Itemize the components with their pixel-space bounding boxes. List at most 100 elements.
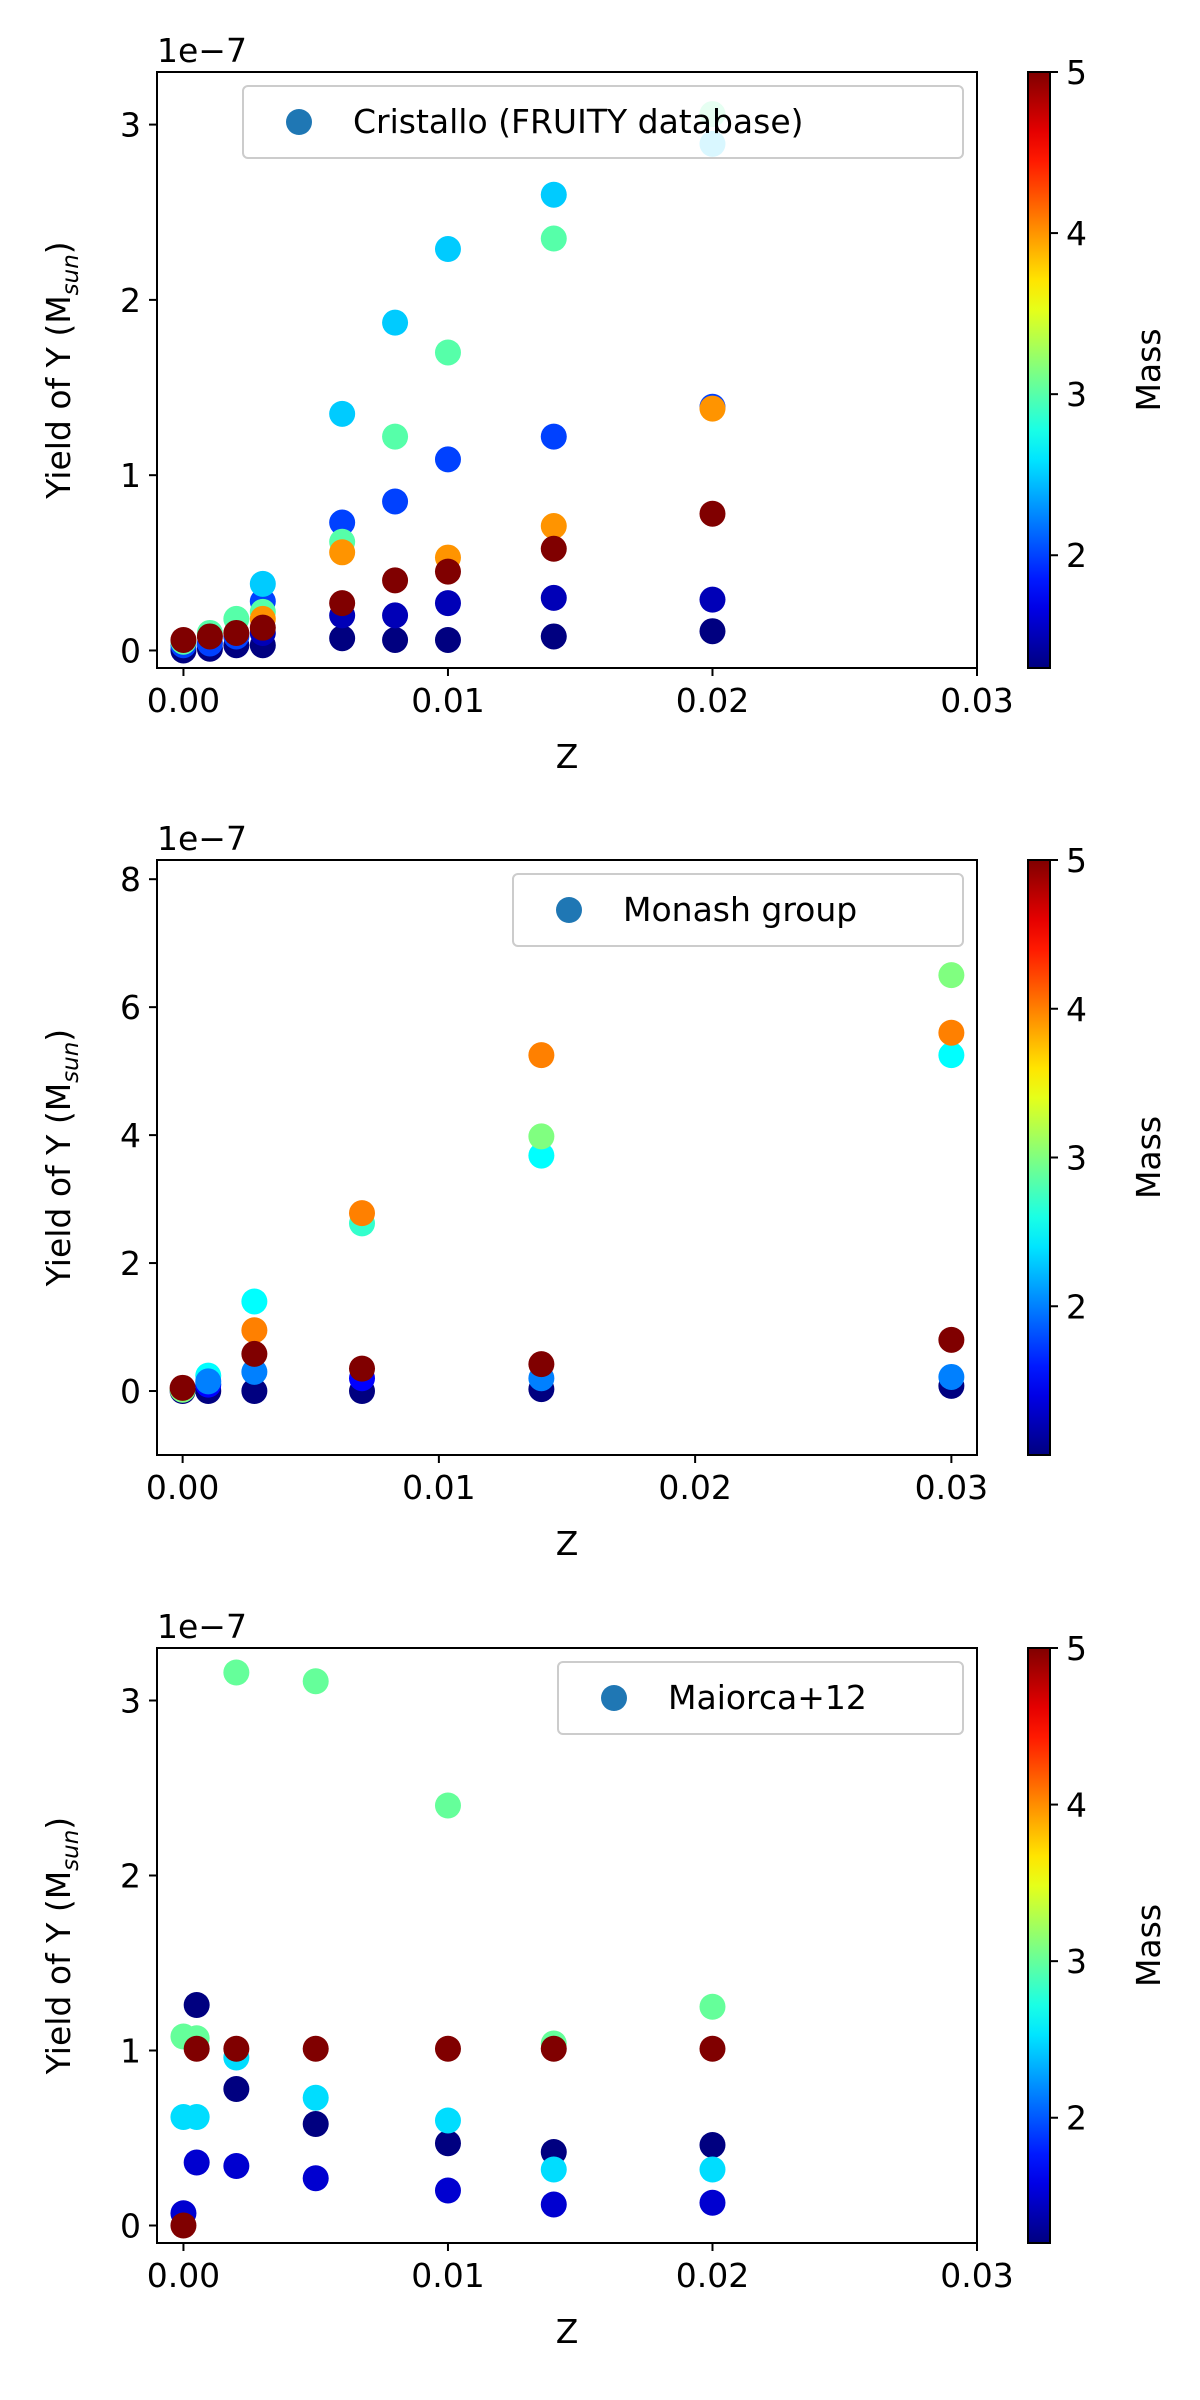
scatter-points: [170, 1659, 726, 2239]
plot-frame: [156, 1647, 978, 2244]
scatter-point: [699, 2156, 726, 2183]
scatter-point: [434, 2177, 461, 2204]
scatter-point: [540, 423, 567, 450]
scatter-point: [249, 614, 276, 641]
y-tick-label: 3: [120, 1682, 141, 1721]
scatter-point: [223, 2153, 250, 2179]
y-offset-label: 1e−7: [157, 1607, 247, 1646]
scatter-point: [938, 1019, 965, 1046]
plot-frame: [156, 71, 978, 669]
y-tick-label: 0: [120, 1372, 141, 1411]
scatter-point: [195, 1368, 222, 1395]
scatter-point: [249, 570, 276, 597]
scatter-point: [223, 2076, 250, 2102]
x-tick-label: 0.03: [915, 1468, 988, 1507]
scatter-point: [540, 623, 567, 650]
x-axis-label: Z: [556, 737, 579, 776]
x-tick-label: 0.00: [147, 2256, 220, 2295]
legend-label: Cristallo (FRUITY database): [353, 102, 804, 141]
legend-label: Monash group: [623, 890, 857, 929]
scatter-point: [528, 1042, 555, 1069]
scatter-point: [434, 339, 461, 366]
colorbar-tick-label: 4: [1066, 214, 1087, 253]
scatter-points: [170, 101, 726, 664]
x-tick-label: 0.02: [676, 681, 749, 720]
scatter-point: [540, 2191, 567, 2218]
colorbar-tick-label: 3: [1066, 1139, 1087, 1178]
colorbar-label: Mass: [1129, 1116, 1168, 1199]
legend: Monash group: [512, 873, 964, 947]
y-axis-label-close: ): [39, 1817, 78, 1830]
scatter-point: [938, 1363, 965, 1390]
y-tick-label: 0: [120, 631, 141, 670]
scatter-point: [183, 2149, 210, 2176]
scatter-point: [699, 586, 726, 613]
legend-box: [557, 1661, 964, 1735]
y-tick-label: 8: [120, 860, 141, 899]
scatter-point: [382, 309, 409, 336]
scatter-point: [540, 2035, 567, 2062]
scatter-point: [434, 1792, 461, 1819]
scatter-point: [382, 567, 409, 594]
scatter-point: [302, 2111, 329, 2137]
scatter-point: [434, 626, 461, 653]
colorbar-tick-label: 4: [1066, 1786, 1087, 1825]
y-tick-label: 2: [120, 281, 141, 320]
scatter-point: [699, 500, 726, 527]
scatter-point: [434, 2107, 461, 2134]
y-tick-label: 6: [120, 988, 141, 1027]
plot-frame: [156, 859, 978, 1456]
scatter-points: [169, 962, 965, 1405]
scatter-point: [434, 236, 461, 263]
x-tick-label: 0.02: [658, 1468, 731, 1507]
scatter-point: [528, 1123, 555, 1150]
scatter-point: [540, 584, 567, 611]
y-tick-label: 1: [120, 456, 141, 495]
scatter-point: [938, 962, 965, 989]
scatter-point: [434, 558, 461, 585]
colorbar-tick-label: 4: [1066, 990, 1087, 1029]
colorbar: 2 3 4 5 Mass: [1027, 53, 1168, 669]
y-axis-label-close: ): [39, 241, 78, 254]
scatter-point: [528, 1142, 555, 1169]
x-tick-label: 0.02: [676, 2256, 749, 2295]
scatter-point: [169, 1374, 196, 1401]
legend-marker: [601, 1685, 627, 1711]
x-tick-label: 0.01: [402, 1468, 475, 1507]
legend-marker: [286, 109, 312, 135]
scatter-point: [699, 395, 726, 422]
scatter-point: [241, 1358, 268, 1385]
legend-box: [242, 85, 964, 159]
colorbar-gradient: [1027, 1647, 1051, 2244]
scatter-point: [540, 225, 567, 252]
y-tick-label: 1: [120, 2032, 141, 2071]
scatter-point: [329, 539, 356, 566]
scatter-point: [196, 623, 223, 650]
x-tick-label: 0.03: [940, 2256, 1013, 2295]
y-offset-label: 1e−7: [157, 819, 247, 858]
colorbar-tick-label: 5: [1066, 53, 1087, 92]
scatter-point: [302, 2035, 329, 2062]
legend: Cristallo (FRUITY database): [242, 85, 964, 159]
legend-marker: [556, 897, 582, 923]
panel-2: 0.00 0.01 0.02 0.03 0 2 4 6 8 1e−7 Z Yield of Y (Ms…: [39, 819, 1168, 1563]
scatter-point: [241, 1317, 268, 1344]
scatter-point: [540, 513, 567, 540]
colorbar-tick-label: 2: [1066, 2099, 1087, 2138]
y-axis-label-main: Yield of Y (M: [39, 1871, 78, 2075]
colorbar-tick-label: 3: [1066, 375, 1087, 414]
scatter-point: [223, 1659, 250, 1686]
scatter-point: [241, 1288, 268, 1315]
x-tick-label: 0.00: [147, 681, 220, 720]
scatter-point: [302, 2165, 329, 2192]
y-axis-label-subscript: sun: [58, 1042, 84, 1083]
x-axis-label: Z: [556, 1524, 579, 1563]
y-tick-label: 2: [120, 1244, 141, 1283]
scatter-point: [434, 446, 461, 473]
colorbar-label: Mass: [1129, 1904, 1168, 1987]
colorbar-tick-label: 2: [1066, 536, 1087, 575]
y-axis-label-main: Yield of Y (M: [39, 295, 78, 499]
scatter-point: [329, 590, 356, 617]
y-tick-label: 3: [120, 106, 141, 145]
